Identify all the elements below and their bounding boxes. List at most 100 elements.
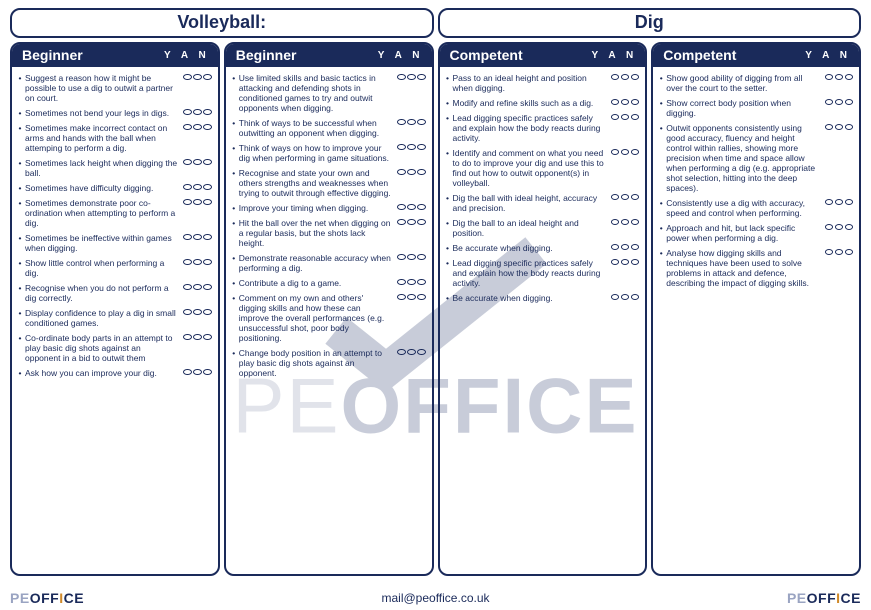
checkbox-oval[interactable] <box>183 109 192 115</box>
checkbox-oval[interactable] <box>631 74 640 80</box>
checkbox-oval[interactable] <box>203 124 212 130</box>
checkbox-oval[interactable] <box>397 204 406 210</box>
checkbox-oval[interactable] <box>417 349 426 355</box>
checkbox-oval[interactable] <box>611 259 620 265</box>
checkbox-oval[interactable] <box>407 294 416 300</box>
checkbox-oval[interactable] <box>193 159 202 165</box>
checkbox-oval[interactable] <box>835 224 844 230</box>
checkbox-oval[interactable] <box>631 259 640 265</box>
checkbox-oval[interactable] <box>621 219 630 225</box>
checkbox-oval[interactable] <box>203 199 212 205</box>
checkbox-oval[interactable] <box>193 234 202 240</box>
checkbox-oval[interactable] <box>397 294 406 300</box>
checkbox-oval[interactable] <box>835 199 844 205</box>
checkbox-oval[interactable] <box>621 294 630 300</box>
checkbox-oval[interactable] <box>397 219 406 225</box>
checkbox-oval[interactable] <box>203 234 212 240</box>
checkbox-oval[interactable] <box>193 109 202 115</box>
checkbox-oval[interactable] <box>621 99 630 105</box>
checkbox-oval[interactable] <box>845 224 854 230</box>
checkbox-oval[interactable] <box>183 184 192 190</box>
checkbox-oval[interactable] <box>611 99 620 105</box>
checkbox-oval[interactable] <box>621 74 630 80</box>
checkbox-oval[interactable] <box>183 124 192 130</box>
checkbox-oval[interactable] <box>611 219 620 225</box>
checkbox-oval[interactable] <box>397 144 406 150</box>
checkbox-oval[interactable] <box>203 334 212 340</box>
checkbox-oval[interactable] <box>631 294 640 300</box>
checkbox-oval[interactable] <box>417 169 426 175</box>
checkbox-oval[interactable] <box>203 259 212 265</box>
checkbox-oval[interactable] <box>193 369 202 375</box>
checkbox-oval[interactable] <box>835 74 844 80</box>
checkbox-oval[interactable] <box>611 74 620 80</box>
checkbox-oval[interactable] <box>621 259 630 265</box>
checkbox-oval[interactable] <box>193 284 202 290</box>
checkbox-oval[interactable] <box>397 279 406 285</box>
checkbox-oval[interactable] <box>417 279 426 285</box>
checkbox-oval[interactable] <box>417 119 426 125</box>
checkbox-oval[interactable] <box>407 119 416 125</box>
checkbox-oval[interactable] <box>193 334 202 340</box>
checkbox-oval[interactable] <box>825 224 834 230</box>
checkbox-oval[interactable] <box>631 114 640 120</box>
checkbox-oval[interactable] <box>417 204 426 210</box>
checkbox-oval[interactable] <box>183 259 192 265</box>
checkbox-oval[interactable] <box>193 259 202 265</box>
checkbox-oval[interactable] <box>193 184 202 190</box>
checkbox-oval[interactable] <box>417 74 426 80</box>
checkbox-oval[interactable] <box>407 74 416 80</box>
checkbox-oval[interactable] <box>611 244 620 250</box>
checkbox-oval[interactable] <box>407 254 416 260</box>
checkbox-oval[interactable] <box>407 144 416 150</box>
checkbox-oval[interactable] <box>825 99 834 105</box>
checkbox-oval[interactable] <box>397 119 406 125</box>
checkbox-oval[interactable] <box>407 169 416 175</box>
checkbox-oval[interactable] <box>825 199 834 205</box>
checkbox-oval[interactable] <box>835 99 844 105</box>
checkbox-oval[interactable] <box>631 219 640 225</box>
checkbox-oval[interactable] <box>825 74 834 80</box>
checkbox-oval[interactable] <box>203 109 212 115</box>
checkbox-oval[interactable] <box>203 74 212 80</box>
checkbox-oval[interactable] <box>193 309 202 315</box>
checkbox-oval[interactable] <box>417 219 426 225</box>
checkbox-oval[interactable] <box>621 194 630 200</box>
checkbox-oval[interactable] <box>193 74 202 80</box>
checkbox-oval[interactable] <box>845 199 854 205</box>
checkbox-oval[interactable] <box>183 309 192 315</box>
checkbox-oval[interactable] <box>183 159 192 165</box>
checkbox-oval[interactable] <box>417 254 426 260</box>
checkbox-oval[interactable] <box>407 219 416 225</box>
checkbox-oval[interactable] <box>621 114 630 120</box>
checkbox-oval[interactable] <box>203 369 212 375</box>
checkbox-oval[interactable] <box>417 144 426 150</box>
checkbox-oval[interactable] <box>825 249 834 255</box>
checkbox-oval[interactable] <box>631 99 640 105</box>
checkbox-oval[interactable] <box>193 199 202 205</box>
checkbox-oval[interactable] <box>397 349 406 355</box>
checkbox-oval[interactable] <box>845 74 854 80</box>
checkbox-oval[interactable] <box>611 114 620 120</box>
checkbox-oval[interactable] <box>631 149 640 155</box>
checkbox-oval[interactable] <box>183 234 192 240</box>
checkbox-oval[interactable] <box>621 244 630 250</box>
checkbox-oval[interactable] <box>417 294 426 300</box>
checkbox-oval[interactable] <box>407 279 416 285</box>
checkbox-oval[interactable] <box>825 124 834 130</box>
checkbox-oval[interactable] <box>203 184 212 190</box>
checkbox-oval[interactable] <box>407 204 416 210</box>
checkbox-oval[interactable] <box>631 194 640 200</box>
checkbox-oval[interactable] <box>397 254 406 260</box>
checkbox-oval[interactable] <box>621 149 630 155</box>
checkbox-oval[interactable] <box>611 294 620 300</box>
checkbox-oval[interactable] <box>203 159 212 165</box>
checkbox-oval[interactable] <box>193 124 202 130</box>
checkbox-oval[interactable] <box>845 249 854 255</box>
checkbox-oval[interactable] <box>203 284 212 290</box>
checkbox-oval[interactable] <box>183 284 192 290</box>
checkbox-oval[interactable] <box>183 199 192 205</box>
checkbox-oval[interactable] <box>845 124 854 130</box>
checkbox-oval[interactable] <box>407 349 416 355</box>
checkbox-oval[interactable] <box>835 249 844 255</box>
